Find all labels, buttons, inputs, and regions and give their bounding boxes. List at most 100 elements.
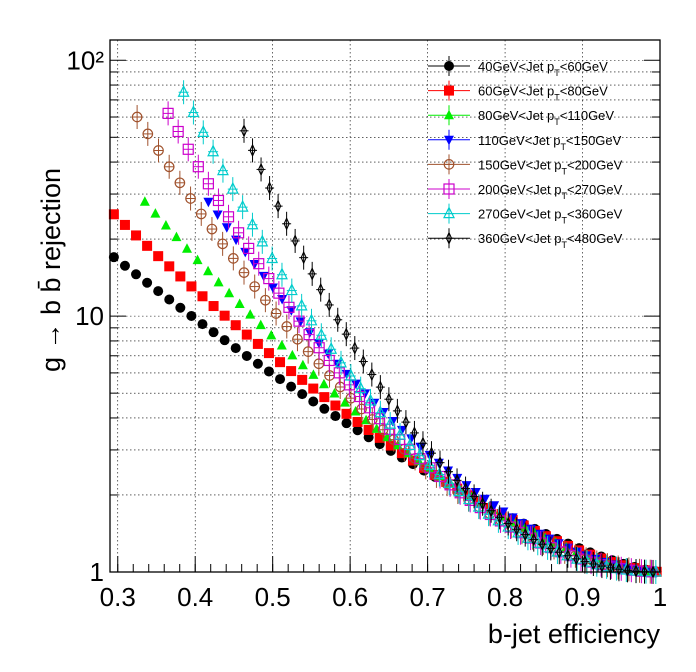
legend-marker: [444, 61, 454, 71]
data-point: [309, 267, 316, 281]
data-point: [203, 197, 214, 208]
data-point: [263, 348, 274, 359]
data-point: [384, 416, 397, 429]
y-tick-label: 10²: [66, 45, 104, 75]
data-point: [304, 328, 315, 338]
data-point: [245, 309, 256, 319]
data-point: [330, 411, 341, 422]
data-point: [334, 312, 341, 327]
data-point: [308, 369, 319, 379]
legend-entry-5: 150GeV<Jet pT<200GeV: [428, 154, 623, 176]
data-point: [275, 374, 286, 385]
legend-marker: [444, 85, 454, 96]
data-point: [615, 562, 623, 577]
data-point: [344, 368, 357, 381]
legend-marker: [444, 109, 454, 120]
data-point: [266, 181, 273, 195]
data-point: [216, 163, 229, 176]
data-point: [240, 123, 248, 138]
legend-label: 360GeV<Jet pT<480GeV: [478, 231, 623, 250]
series-layer: [108, 80, 662, 584]
data-point: [276, 339, 287, 350]
data-point: [208, 327, 219, 338]
legend-label: 270GeV<Jet pT<360GeV: [478, 207, 623, 226]
data-point: [246, 217, 259, 230]
data-point: [496, 510, 503, 525]
data-point: [335, 355, 347, 368]
data-point: [308, 383, 319, 394]
data-point: [203, 265, 214, 276]
legend-entry-1: 40GeV<Jet pT<60GeV: [428, 56, 608, 78]
data-point: [368, 367, 375, 382]
data-point: [285, 283, 298, 296]
data-point: [297, 389, 308, 400]
data-point: [266, 329, 277, 340]
data-point: [350, 379, 361, 390]
x-tick-label: 1: [653, 582, 667, 612]
axis-ticks: [110, 59, 661, 573]
data-point: [131, 269, 142, 280]
data-point: [462, 492, 475, 505]
data-point: [441, 476, 452, 487]
legend: 40GeV<Jet pT<60GeV 60GeV<Jet pT<80GeV 80Ge…: [428, 56, 623, 250]
data-point: [351, 341, 358, 355]
data-point: [142, 277, 153, 288]
data-point: [142, 240, 153, 251]
data-point: [488, 503, 495, 518]
data-point: [219, 335, 230, 346]
legend-label: 80GeV<Jet pT<110GeV: [478, 108, 614, 127]
series-5: [131, 105, 656, 584]
data-point: [319, 403, 330, 414]
data-point: [394, 427, 406, 440]
data-point: [263, 366, 274, 377]
data-point: [197, 124, 210, 137]
legend-marker: [443, 206, 455, 219]
data-point: [360, 354, 367, 369]
data-point: [286, 381, 297, 392]
data-point: [363, 424, 374, 435]
x-tick-label: 0.4: [177, 582, 213, 612]
data-point: [164, 261, 175, 272]
data-point: [249, 259, 260, 270]
data-point: [341, 418, 352, 429]
data-point: [377, 380, 384, 394]
data-point: [164, 294, 175, 305]
data-point: [364, 393, 377, 406]
x-tick-label: 0.9: [564, 582, 600, 612]
data-point: [139, 196, 150, 206]
data-point: [175, 302, 186, 313]
data-point: [522, 527, 529, 542]
data-point: [436, 455, 444, 470]
data-point: [226, 181, 239, 194]
data-point: [186, 310, 197, 321]
legend-entry-6: 200GeV<Jet pT<270GeV: [428, 179, 623, 201]
data-point: [556, 545, 563, 560]
data-point: [419, 436, 427, 451]
x-axis-title: b-jet efficiency: [488, 619, 661, 649]
data-point: [267, 283, 278, 294]
x-tick-label: 0.3: [100, 582, 136, 612]
y-axis-title: g → b b̄ rejection: [36, 168, 66, 372]
data-point: [354, 381, 367, 394]
data-point: [171, 231, 182, 242]
legend-label: 200GeV<Jet pT<270GeV: [478, 182, 623, 201]
data-point: [256, 234, 269, 247]
data-point: [489, 501, 500, 511]
data-point: [175, 271, 186, 282]
data-point: [276, 267, 288, 280]
data-point: [433, 467, 446, 480]
data-point: [274, 199, 282, 213]
legend-entry-3: 80GeV<Jet pT<110GeV: [428, 105, 614, 127]
y-tick-label: 10: [75, 301, 104, 331]
data-point: [428, 446, 435, 461]
data-point: [573, 552, 580, 566]
data-point: [286, 366, 297, 377]
data-point: [530, 532, 537, 547]
data-point: [470, 488, 481, 498]
data-point: [330, 400, 341, 411]
data-point: [255, 319, 266, 330]
data-point: [213, 276, 224, 287]
data-point: [297, 359, 308, 370]
legend-entry-7: 270GeV<Jet pT<360GeV: [428, 203, 623, 226]
data-point: [453, 473, 461, 488]
